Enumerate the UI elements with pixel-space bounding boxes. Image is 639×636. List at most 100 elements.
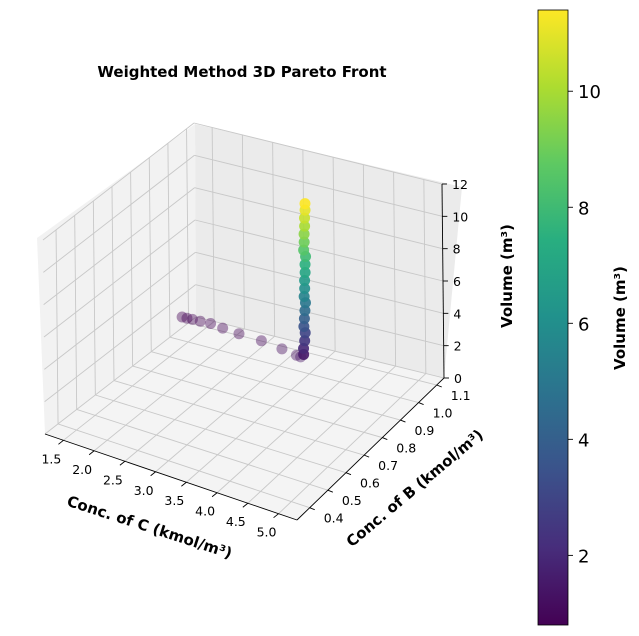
data-point xyxy=(299,267,311,279)
y-gridline-floor xyxy=(57,423,310,509)
colorbar-ticks: 2 4 6 8 10 xyxy=(568,82,601,567)
z-gridline-left xyxy=(44,251,196,370)
y-gridline-floor xyxy=(151,351,401,421)
z-gridline-back xyxy=(195,316,445,379)
data-point xyxy=(194,315,206,327)
x-tick-mark xyxy=(119,460,126,466)
x-gridline-floor xyxy=(186,350,336,483)
colorbar-tick-label: 4 xyxy=(578,430,589,451)
y-tick-label: 0.8 xyxy=(396,441,416,456)
y-tick-mark xyxy=(382,437,388,441)
y-tick-mark xyxy=(400,419,406,423)
x-gridline-floor xyxy=(216,358,366,494)
data-point xyxy=(181,312,193,324)
colorbar-tick-label: 8 xyxy=(578,198,589,219)
colorbar-tick-label: 6 xyxy=(578,314,589,335)
x-tick-mark xyxy=(88,450,95,456)
y-tick-label: 1.0 xyxy=(433,406,453,421)
z-tick-label: 10 xyxy=(452,209,468,224)
z-gridline-left xyxy=(44,284,196,403)
y-tick-label: 1.1 xyxy=(451,388,471,403)
x-tick-label: 1.5 xyxy=(41,451,61,466)
y-tick-label: 0.5 xyxy=(342,493,362,508)
y-tick-label: 0.9 xyxy=(414,423,434,438)
x-axis-label: Conc. of C (kmol/m³) xyxy=(65,492,235,562)
scatter-points xyxy=(176,198,312,363)
x-tick-mark xyxy=(181,481,187,487)
x-tick-label: 3.5 xyxy=(164,493,184,508)
x-tick-mark xyxy=(273,513,279,519)
y-tick-mark xyxy=(363,454,370,458)
z-axis-label: Volume (m³) xyxy=(498,224,516,328)
data-point xyxy=(299,274,311,286)
axes-panes xyxy=(37,124,462,520)
y-tick-mark xyxy=(345,472,352,476)
x-gridline-floor xyxy=(124,335,275,462)
z-gridline-left xyxy=(43,219,196,338)
data-point xyxy=(176,311,188,323)
tick-labels: 1.5 2.0 2.5 3.0 3.5 4.0 4.5 5.0 0.4 0.5 0.6 0.7 0.8 0… xyxy=(41,177,470,540)
y-tick-mark xyxy=(418,402,424,405)
data-point xyxy=(205,318,217,330)
data-point xyxy=(298,321,310,333)
data-point xyxy=(233,328,245,340)
z-gridline-back xyxy=(194,154,443,217)
z-gridline-back xyxy=(195,284,444,347)
z-gridline-back xyxy=(193,122,443,185)
x-gridline-floor xyxy=(278,373,427,515)
data-point xyxy=(255,335,267,347)
x-tick-label: 5.0 xyxy=(257,525,277,540)
z-tick-label: 8 xyxy=(453,242,461,257)
colorbar-tick-label: 10 xyxy=(578,82,601,103)
y-tick-mark xyxy=(327,489,334,493)
x-tick-mark xyxy=(211,492,218,498)
data-point xyxy=(298,228,310,240)
data-point xyxy=(299,212,311,224)
data-point xyxy=(299,335,311,347)
z-gridline-left xyxy=(43,187,195,306)
colorbar-label: Volume (m³) xyxy=(611,266,629,370)
x-gridline-floor xyxy=(93,328,245,452)
data-point xyxy=(299,258,311,270)
data-point xyxy=(186,313,198,325)
x-tick-mark xyxy=(58,439,64,445)
y-gridline-floor xyxy=(169,336,419,403)
y-gridline-floor xyxy=(95,394,347,474)
y-gridline-floor xyxy=(113,380,365,456)
z-tick-label: 6 xyxy=(453,274,461,289)
x-tick-label: 4.0 xyxy=(195,504,215,519)
x-gridline-floor xyxy=(63,321,215,441)
z-gridline-back xyxy=(194,219,444,282)
chart-title: Weighted Method 3D Pareto Front xyxy=(97,63,386,81)
z-gridline-left xyxy=(43,154,195,273)
y-gridline-floor xyxy=(76,409,328,491)
z-gridline-back xyxy=(195,251,444,314)
data-point xyxy=(299,198,311,210)
data-point xyxy=(299,305,311,317)
x-axis-line xyxy=(44,433,298,521)
axis-lines xyxy=(44,183,449,521)
data-point xyxy=(298,313,310,325)
x-gridline-floor xyxy=(155,343,306,473)
left-pane xyxy=(37,124,196,434)
data-point xyxy=(299,283,311,295)
z-axis-line xyxy=(441,183,445,379)
x-gridline-floor xyxy=(247,365,396,504)
data-point xyxy=(217,322,229,334)
y-tick-label: 0.7 xyxy=(378,458,398,473)
y-axis-line xyxy=(296,377,445,521)
y-gridline-floor xyxy=(132,365,383,439)
z-tick-label: 12 xyxy=(452,177,468,192)
z-gridline-back xyxy=(194,187,443,250)
colorbar-tick-label: 2 xyxy=(578,546,589,567)
z-tick-label: 4 xyxy=(453,306,461,321)
data-point xyxy=(298,236,310,248)
y-tick-mark xyxy=(309,507,315,511)
data-point xyxy=(299,220,311,232)
data-point xyxy=(298,290,310,302)
x-tick-label: 3.0 xyxy=(134,483,154,498)
colorbar xyxy=(537,9,569,626)
y-tick-label: 0.6 xyxy=(360,476,380,491)
x-tick-mark xyxy=(242,502,249,508)
